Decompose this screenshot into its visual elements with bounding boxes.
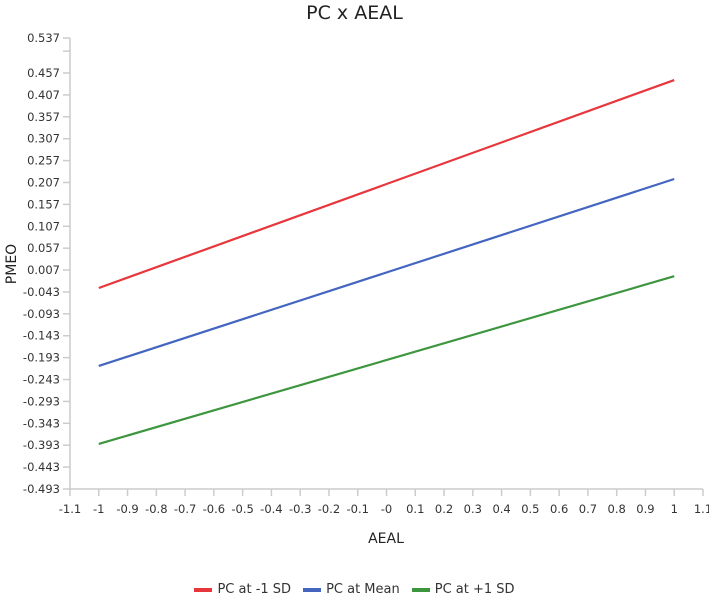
x-tick-label: -0.7 (174, 502, 196, 516)
x-tick-label: 0.1 (406, 502, 424, 516)
x-tick-label: 0.4 (492, 502, 510, 516)
y-axis: 0.537 0.457 0.407 0.357 0.307 0.257 0.207 0.157… (23, 31, 71, 496)
x-tick-label: -0.2 (318, 502, 340, 516)
y-tick-label: 0.457 (27, 66, 60, 80)
x-tick-label: 0.5 (521, 502, 539, 516)
x-tick-label: -1.1 (59, 502, 81, 516)
x-tick-label: -0.4 (260, 502, 282, 516)
legend-swatch-icon (194, 587, 213, 592)
y-tick-label: -0.393 (23, 438, 60, 452)
x-tick-label: -0.5 (231, 502, 253, 516)
x-tick-label: -1 (93, 502, 104, 516)
x-tick-label: 0.7 (579, 502, 597, 516)
x-tick-label: 0.6 (550, 502, 568, 516)
x-tick-label: 0.3 (464, 502, 482, 516)
y-tick-label: -0.293 (23, 394, 60, 408)
y-tick-label: 0.157 (27, 197, 60, 211)
legend-item[interactable]: PC at +1 SD (411, 582, 515, 597)
legend-swatch-icon (411, 587, 430, 592)
y-tick-label: -0.343 (23, 416, 60, 430)
legend-item[interactable]: PC at Mean (303, 582, 400, 597)
x-tick-label: 0.9 (636, 502, 654, 516)
x-tick-label: -0.9 (116, 502, 138, 516)
x-axis: -1.1 -1 -0.9 -0.8 -0.7 -0.6 -0.5 -0.4 -0.3 -0.2 -0… (59, 488, 709, 516)
series-line (98, 177, 675, 368)
legend-label: PC at Mean (326, 582, 400, 597)
x-axis-label: AEAL (368, 531, 404, 547)
legend-label: PC at -1 SD (217, 582, 292, 597)
chart-title: PC x AEAL (306, 2, 403, 24)
y-tick-label: 0.257 (27, 154, 60, 168)
x-tick-label: 0.2 (435, 502, 453, 516)
series-lines (98, 79, 675, 445)
y-tick-label: -0.493 (23, 482, 60, 496)
y-tick-label: 0.107 (27, 219, 60, 233)
x-tick-label: 1 (671, 502, 678, 516)
legend-swatch-icon (303, 587, 322, 592)
y-axis-label: PMEO (4, 244, 20, 284)
legend-label: PC at +1 SD (434, 582, 515, 597)
x-tick-label: -0.6 (203, 502, 225, 516)
y-tick-label: 0.057 (27, 241, 60, 255)
y-tick-label: 0.537 (27, 31, 60, 45)
y-tick-label: 0.357 (27, 110, 60, 124)
y-tick-label: 0.207 (27, 175, 60, 189)
series-line (98, 275, 675, 445)
y-tick-label: 0.007 (27, 263, 60, 277)
y-tick-label: 0.307 (27, 132, 60, 146)
y-tick-label: -0.043 (23, 285, 60, 299)
y-tick-label: -0.143 (23, 329, 60, 343)
y-tick-label: -0.093 (23, 307, 60, 321)
x-tick-label: -0.8 (145, 502, 167, 516)
y-tick-label: 0.407 (27, 88, 60, 102)
y-tick-label: -0.443 (23, 460, 60, 474)
x-tick-label: 1.1 (694, 502, 709, 516)
x-tick-label: -0.1 (347, 502, 369, 516)
legend: PC at -1 SD PC at Mean PC at +1 SD (0, 582, 709, 597)
y-tick-label: -0.243 (23, 373, 60, 387)
x-tick-label: -0.3 (289, 502, 311, 516)
legend-item[interactable]: PC at -1 SD (194, 582, 291, 597)
x-tick-label: -0 (381, 502, 392, 516)
series-line (98, 79, 675, 290)
y-tick-label: -0.193 (23, 351, 60, 365)
x-tick-label: 0.8 (608, 502, 626, 516)
